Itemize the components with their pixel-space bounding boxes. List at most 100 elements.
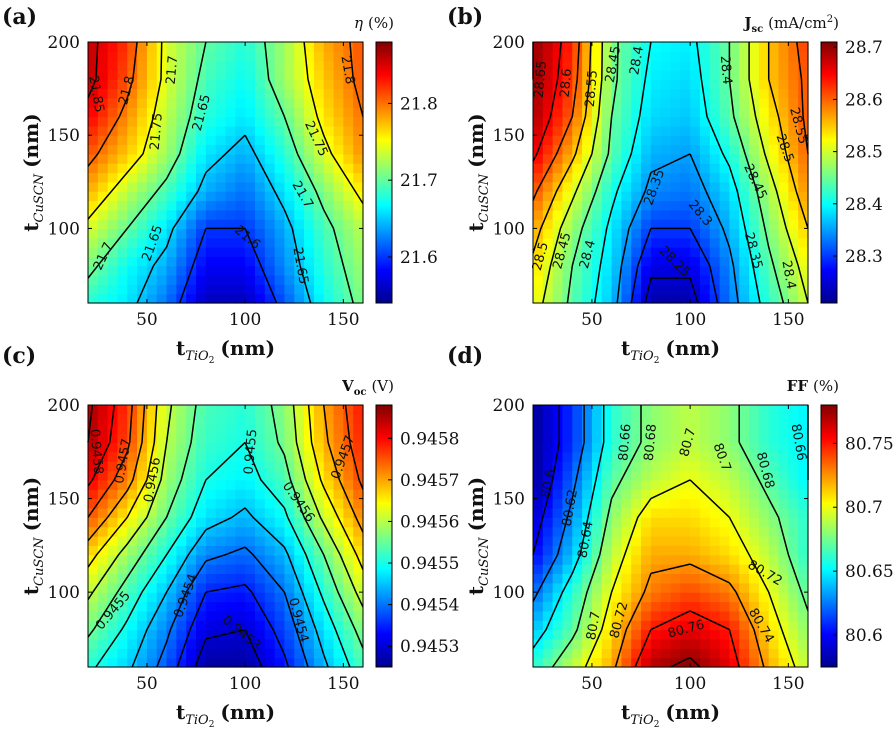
heatmap-cell xyxy=(97,414,109,425)
heatmap-cell xyxy=(107,629,119,640)
heatmap-cell xyxy=(333,451,344,462)
heatmap-cell xyxy=(186,554,197,565)
heatmap-cell xyxy=(690,228,701,239)
heatmap-cell xyxy=(729,42,740,52)
heatmap-cell xyxy=(533,275,544,285)
heatmap-cell xyxy=(196,498,207,509)
heatmap-cell xyxy=(690,275,701,285)
contour-label: 80.7 xyxy=(677,427,699,459)
heatmap-cell xyxy=(343,79,354,90)
heatmap-cell xyxy=(542,97,554,108)
heatmap-cell xyxy=(611,601,622,612)
heatmap-cell xyxy=(107,526,119,537)
heatmap-cell xyxy=(650,564,662,575)
heatmap-cell xyxy=(591,60,603,71)
heatmap-cell xyxy=(739,153,750,164)
heatmap-cell xyxy=(107,610,119,621)
contour-label: 28.5 xyxy=(530,241,552,273)
heatmap-cell xyxy=(670,42,681,52)
heatmap-cell xyxy=(572,582,583,593)
contour-label: 21.85 xyxy=(85,75,106,114)
heatmap-cell xyxy=(313,451,325,462)
heatmap-cell xyxy=(641,88,652,99)
heatmap-cell xyxy=(284,219,295,230)
heatmap-cell xyxy=(621,228,632,239)
heatmap-cell xyxy=(533,200,544,211)
heatmap-cell xyxy=(690,200,701,211)
heatmap-cell xyxy=(205,293,217,304)
heatmap-cell xyxy=(323,405,335,415)
x-axis-subscript: TiO xyxy=(630,713,654,728)
heatmap-cell xyxy=(680,498,691,509)
heatmap-cell xyxy=(274,573,286,584)
heatmap-cell xyxy=(729,209,740,220)
heatmap-cell xyxy=(601,414,613,425)
heatmap-cell xyxy=(294,461,305,472)
heatmap-cell xyxy=(117,423,128,434)
heatmap-cell xyxy=(137,610,148,621)
heatmap-cell xyxy=(88,648,99,659)
heatmap-cell xyxy=(591,209,603,220)
heatmap-cell xyxy=(641,275,652,285)
heatmap-cell xyxy=(88,461,99,472)
heatmap-cell xyxy=(670,51,681,62)
heatmap-cell xyxy=(729,256,740,267)
heatmap-cell xyxy=(739,42,750,52)
heatmap-cell xyxy=(176,116,187,127)
heatmap-cell xyxy=(788,498,799,509)
heatmap-cell xyxy=(542,423,554,434)
heatmap-cell xyxy=(196,275,207,285)
heatmap-cell xyxy=(798,638,809,649)
heatmap-cell xyxy=(225,405,236,415)
heatmap-cell xyxy=(294,601,305,612)
heatmap-cell xyxy=(533,256,544,267)
heatmap-cell xyxy=(117,275,128,285)
heatmap-cell xyxy=(572,545,583,556)
heatmap-cell xyxy=(343,470,354,481)
heatmap-cell xyxy=(670,135,681,146)
heatmap-cell xyxy=(166,536,177,546)
heatmap-cell xyxy=(542,265,554,276)
heatmap-cell xyxy=(176,153,187,164)
heatmap-cell xyxy=(205,79,217,90)
heatmap-cell xyxy=(601,265,613,276)
heatmap-cell xyxy=(353,648,364,659)
heatmap-cell xyxy=(621,135,632,146)
contour-line xyxy=(87,41,364,220)
heatmap-cell xyxy=(641,442,652,453)
heatmap-cell xyxy=(533,592,544,603)
contour-label: 28.65 xyxy=(532,60,550,98)
heatmap-cell xyxy=(88,470,99,481)
heatmap-cell xyxy=(680,284,691,295)
heatmap-cell xyxy=(97,536,109,546)
contour-line xyxy=(87,404,115,487)
heatmap-cell xyxy=(264,479,276,490)
heatmap-cell xyxy=(582,284,593,295)
heatmap-cell xyxy=(323,135,335,146)
heatmap-cell xyxy=(621,507,632,518)
heatmap-cell xyxy=(719,582,731,593)
y-tick-label: 200 xyxy=(493,396,525,416)
heatmap-cell xyxy=(215,545,227,556)
heatmap-cell xyxy=(778,564,789,575)
heatmap-cell xyxy=(788,517,799,528)
heatmap-cell xyxy=(264,433,276,444)
x-tick-label: 150 xyxy=(327,674,359,694)
heatmap-cell xyxy=(245,564,256,575)
heatmap-cell xyxy=(709,135,721,146)
heatmap-cell xyxy=(699,657,711,668)
heatmap-cell xyxy=(166,479,177,490)
heatmap-cell xyxy=(353,153,364,164)
heatmap-cell xyxy=(264,517,276,528)
heatmap-cell xyxy=(621,554,632,565)
heatmap-cell xyxy=(88,237,99,248)
heatmap-cell xyxy=(323,51,335,62)
heatmap-cell xyxy=(601,51,613,62)
heatmap-cell xyxy=(186,601,197,612)
heatmap-cell xyxy=(235,451,246,462)
heatmap-cell xyxy=(758,564,770,575)
heatmap-cell xyxy=(650,51,662,62)
heatmap-cell xyxy=(542,79,554,90)
heatmap-cell xyxy=(156,610,168,621)
heatmap-cell xyxy=(254,79,266,90)
